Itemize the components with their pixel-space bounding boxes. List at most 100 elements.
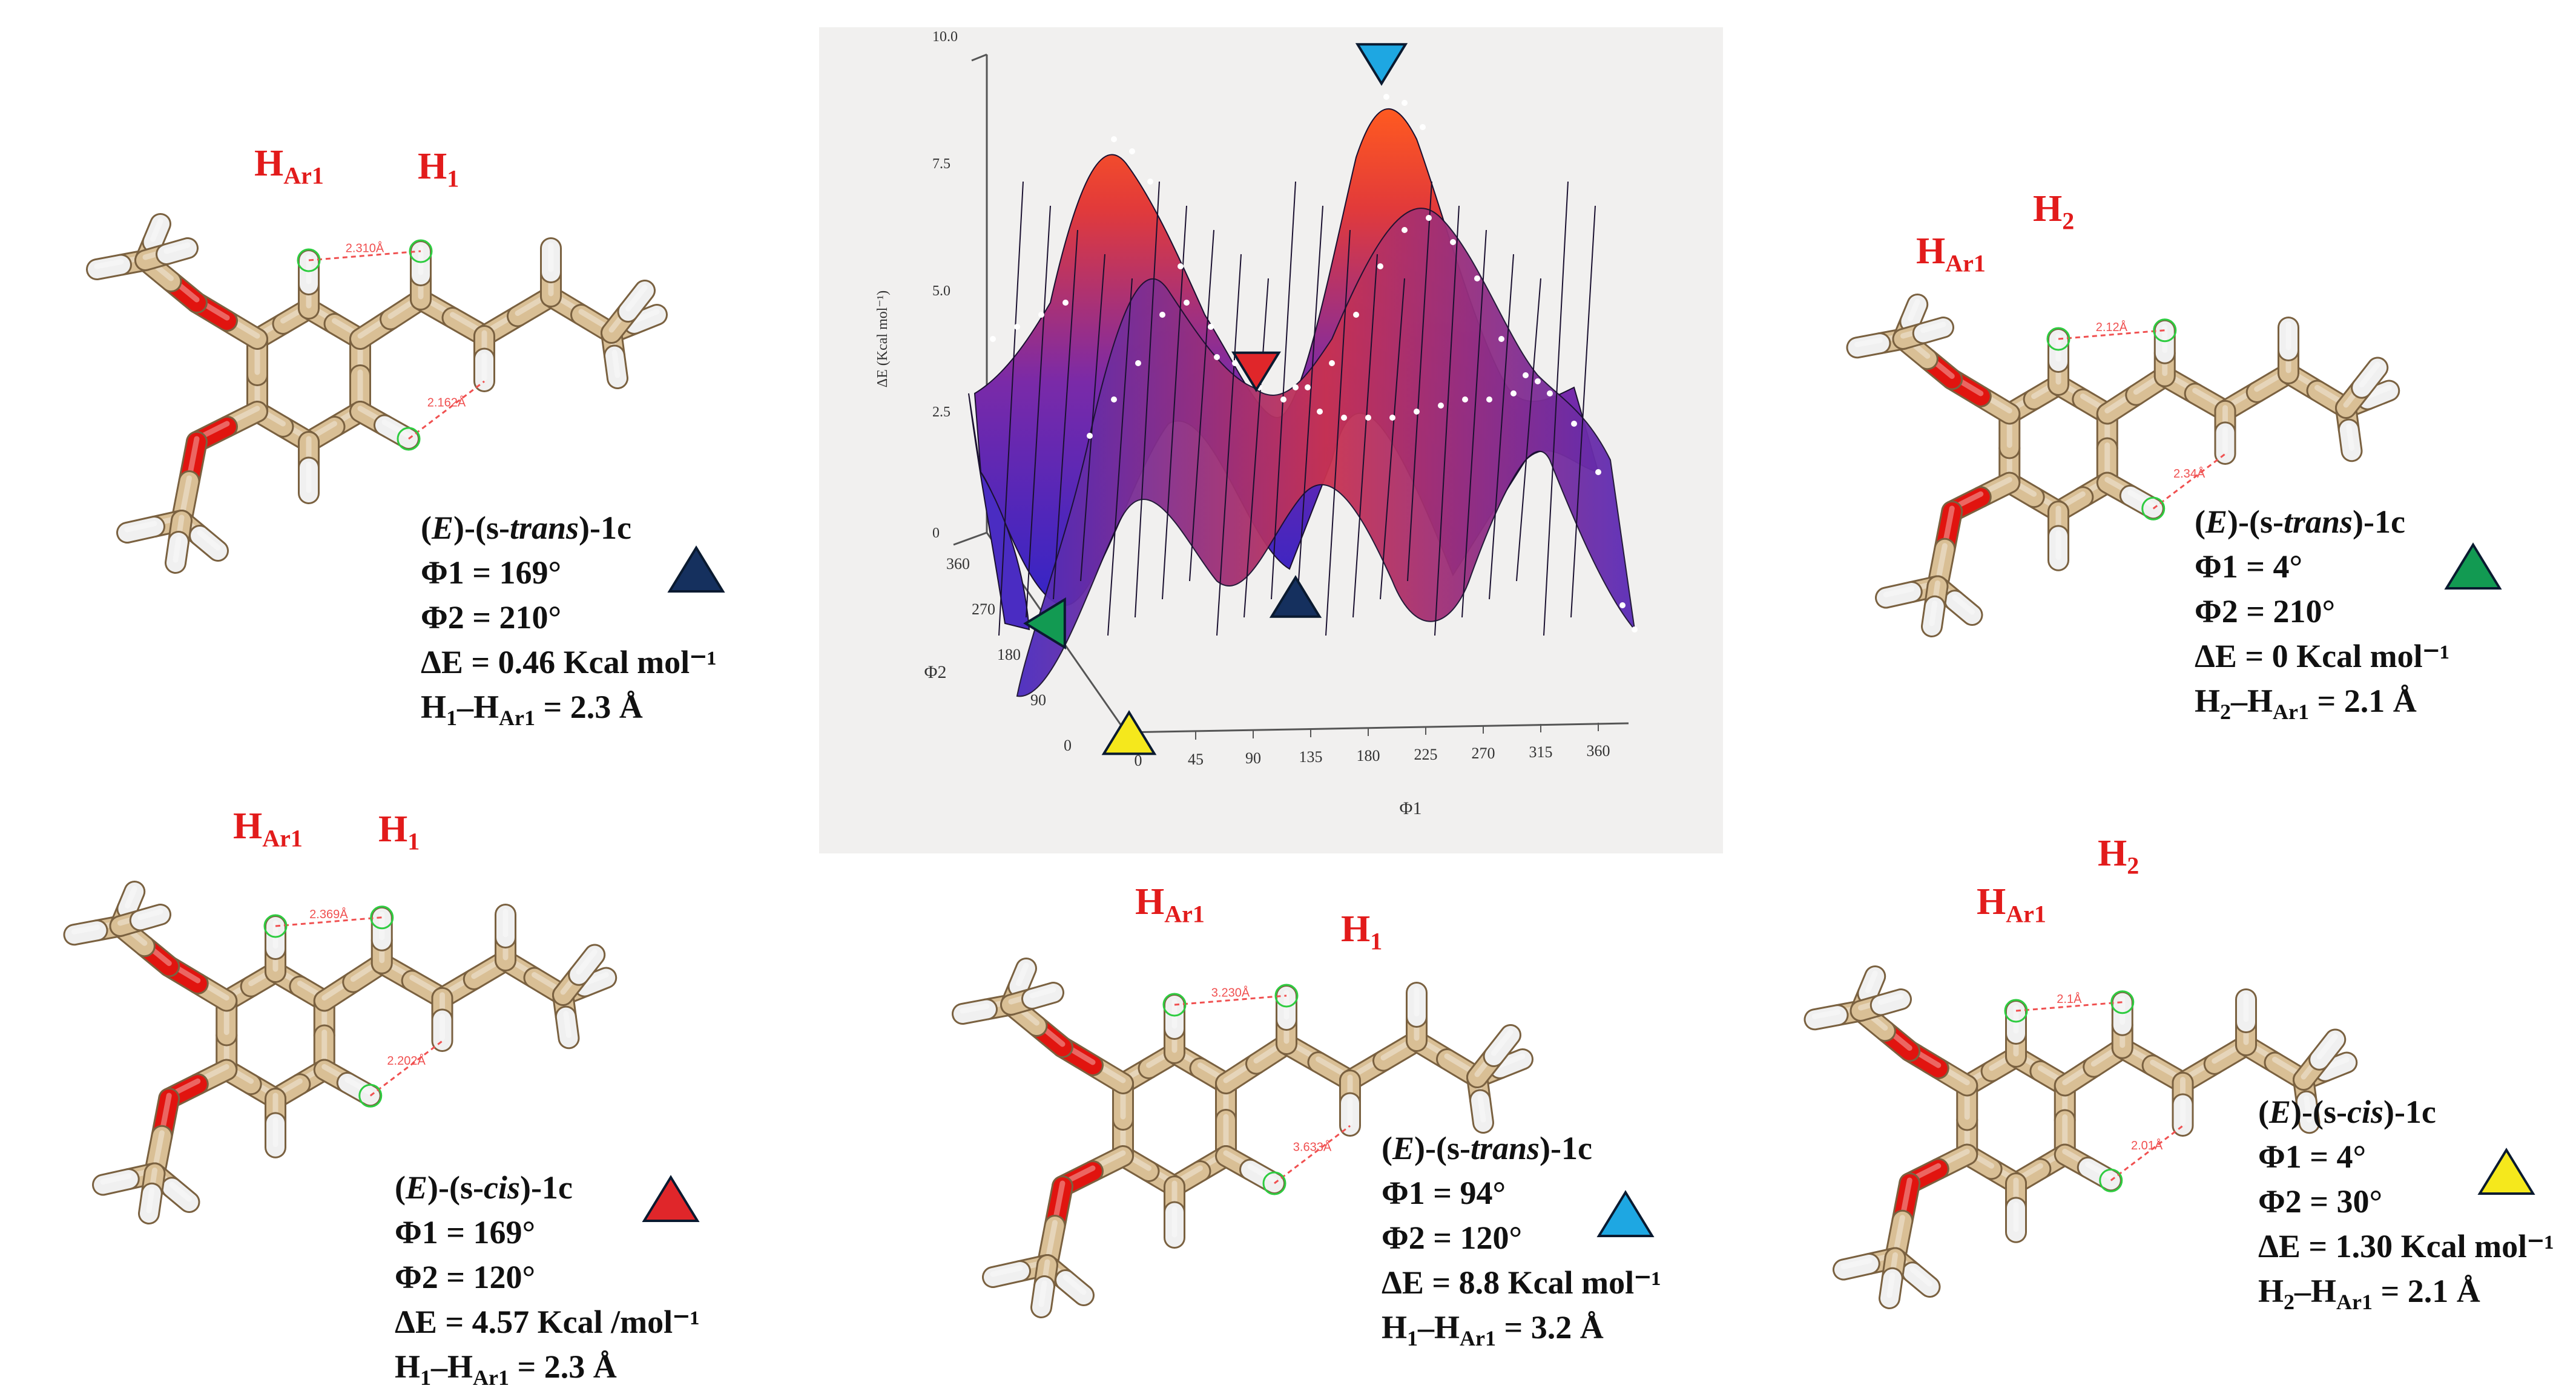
grid-point [1498, 336, 1504, 342]
z-tick-label: 10.0 [932, 29, 958, 45]
surface-grid-points [990, 94, 1638, 633]
grid-point [1214, 354, 1220, 360]
mesh-line [1107, 278, 1133, 636]
bond [1871, 990, 1910, 1014]
bond-highlight [344, 1077, 374, 1096]
phi2-value: Φ2 = 120° [1382, 1220, 1523, 1256]
mesh-line [1407, 181, 1432, 582]
h-label-ar1: HAr1 [1977, 881, 2046, 928]
grid-point [1486, 396, 1492, 403]
bond-highlight [150, 218, 163, 242]
marker-cis-169-120 [1231, 351, 1281, 392]
bond [1032, 1277, 1053, 1316]
bond [1484, 1026, 1520, 1065]
grid-point [1595, 469, 1601, 475]
bond [65, 921, 107, 944]
bond [1923, 597, 1944, 636]
phi2-value: Φ2 = 210° [2195, 593, 2336, 629]
distance-value: H2–HAr1 = 2.1 Å [2258, 1273, 2480, 1314]
mesh-line [1135, 181, 1160, 618]
bond [140, 1184, 161, 1223]
bond-highlight [94, 259, 124, 269]
grid-point [1178, 263, 1184, 269]
bond-highlight [2359, 362, 2380, 388]
bond-highlight [2316, 1034, 2338, 1060]
bond-highlight [1016, 962, 1029, 987]
bond-highlight [1029, 987, 1056, 999]
bond-highlight [169, 1181, 192, 1202]
y-tick-label: 360 [946, 555, 970, 573]
grid-point [1129, 148, 1135, 154]
distance-label: 2.369Å [309, 907, 348, 921]
bond [1023, 984, 1062, 1008]
bond-highlight [2304, 1096, 2312, 1123]
bond-highlight [1886, 1272, 1896, 1298]
grid-point [1147, 179, 1153, 185]
bond [163, 1178, 199, 1211]
mesh-line [1380, 278, 1405, 600]
bond [1914, 318, 1952, 343]
grid-point [1377, 263, 1383, 269]
distance-line [408, 380, 485, 440]
surface-left-edge [968, 393, 1030, 631]
distance-label: 2.01Å [2131, 1139, 2163, 1152]
x-tick-label: 45 [1188, 751, 1204, 768]
bond [118, 518, 163, 542]
molecule-e-s-trans-phi1-94-phi2-120: 3.230Å 3.633Å [952, 958, 1533, 1318]
h-label-h1: H1 [378, 809, 420, 855]
conformer-label-4: (E)-(s-trans)-1c Φ1 = 94° Φ2 = 120° ΔE =… [1382, 1126, 1661, 1361]
h-highlight-ring [2110, 990, 2135, 1014]
distance-line [1274, 1125, 1351, 1185]
h-highlight-ring [2004, 999, 2028, 1023]
h-highlight-ring [1274, 984, 1299, 1008]
grid-point [1547, 390, 1553, 396]
bond-highlight [1878, 993, 1904, 1005]
h-highlight-ring [409, 239, 433, 263]
distance-line [1174, 994, 1287, 1006]
h-label-h2: H2 [2033, 188, 2075, 235]
distance-value: H1–HAr1 = 2.3 Å [421, 689, 643, 730]
distance-line [2058, 329, 2165, 340]
mesh-line [998, 181, 1024, 636]
bond [1056, 1271, 1093, 1304]
bond [1877, 583, 1921, 607]
bond-highlight [1920, 321, 1946, 333]
bond-highlight [2322, 1057, 2350, 1071]
bond-highlight [625, 284, 648, 312]
energy-value: ΔE = 4.57 Kcal /mol⁻¹ [395, 1304, 700, 1340]
mesh-line [1516, 278, 1541, 582]
bond-highlight [1247, 1164, 1277, 1183]
bond-highlight [576, 949, 598, 975]
mesh-line [1570, 205, 1596, 618]
grid-point [1619, 602, 1626, 608]
z-tick-label: 2.5 [932, 404, 950, 420]
phi2-value: Φ2 = 210° [421, 599, 562, 636]
distance-line [2110, 1125, 2184, 1181]
bond-highlight [381, 419, 412, 439]
distance-label: 2.202Å [387, 1054, 426, 1068]
grid-point [1420, 124, 1426, 130]
grid-point [1523, 372, 1529, 378]
bond-highlight [2365, 385, 2392, 399]
bond-highlight [1865, 970, 1878, 993]
grid-point [1111, 136, 1117, 142]
distance-label: 2.162Å [427, 396, 466, 410]
bond [166, 533, 188, 572]
bond-highlight [1909, 1266, 1932, 1287]
h-label-ar1: HAr1 [1916, 231, 1986, 277]
mesh-line [1352, 254, 1378, 618]
bond [143, 215, 170, 251]
h-highlight-ring [2099, 1168, 2123, 1192]
h-highlight-ring [2046, 327, 2070, 351]
bond [2297, 1092, 2319, 1132]
bond-highlight [1952, 594, 1975, 615]
grid-point [1280, 396, 1286, 403]
bond [1903, 1263, 1939, 1296]
legend-triangle-5 [2477, 1148, 2535, 1195]
marker-cis-4-30 [1101, 710, 1157, 755]
x-tick-label: 225 [1414, 746, 1438, 763]
bond-highlight [146, 1188, 155, 1214]
energy-value: ΔE = 8.8 Kcal mol⁻¹ [1382, 1264, 1661, 1301]
phi1-value: Φ1 = 94° [1382, 1175, 1506, 1211]
